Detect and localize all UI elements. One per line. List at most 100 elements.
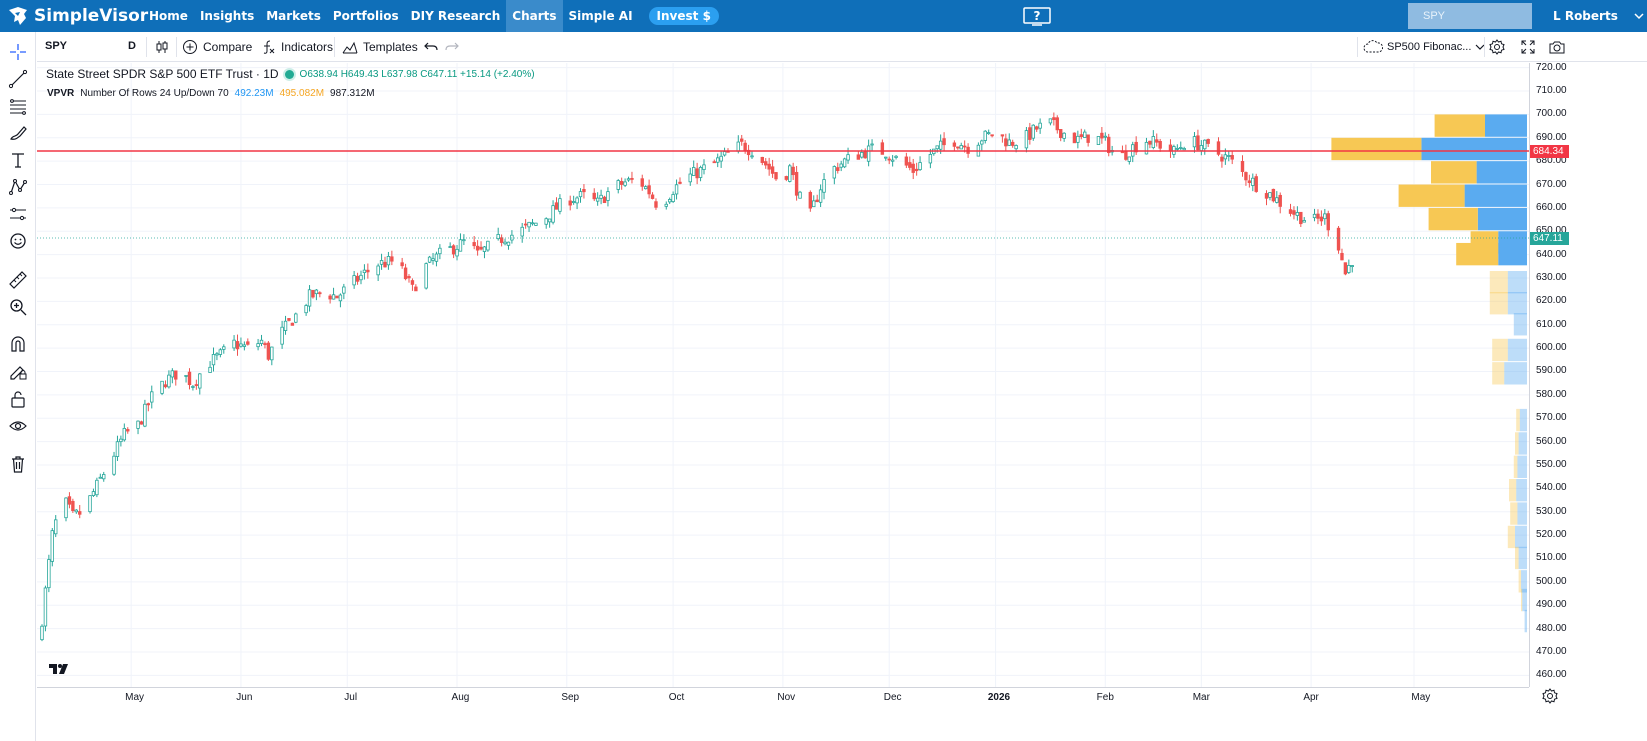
candle-up — [986, 132, 991, 135]
price-tick-label: 600.00 — [1536, 342, 1567, 354]
candle-up — [215, 353, 219, 356]
candle-down — [582, 189, 586, 193]
candle-down — [774, 172, 778, 180]
candle-down — [1254, 176, 1258, 192]
indicators-button[interactable]: Indicators — [260, 32, 333, 62]
volume-profile-down-bar — [1456, 242, 1499, 266]
candle-down — [366, 269, 370, 273]
pattern-icon[interactable] — [6, 175, 30, 199]
eye-icon[interactable] — [6, 414, 30, 438]
candle-up — [91, 491, 96, 496]
candle-up — [208, 366, 212, 373]
candle-up — [788, 165, 792, 182]
help-video-icon[interactable]: ? — [1022, 6, 1052, 26]
camera-icon — [1549, 41, 1565, 54]
candle-up — [643, 186, 648, 190]
chart-pane[interactable] — [37, 63, 1529, 687]
redo-button[interactable] — [444, 32, 460, 62]
volume-profile-down-bar — [1515, 432, 1519, 455]
candle-down — [523, 223, 528, 226]
zoom-in-icon[interactable] — [6, 295, 30, 319]
nav-link-markets[interactable]: Markets — [266, 9, 321, 23]
candle-up — [1295, 212, 1300, 216]
magnet-icon[interactable] — [6, 332, 30, 356]
lock-drawing-icon[interactable] — [6, 359, 30, 383]
symbol-search[interactable]: SPY — [45, 40, 68, 52]
candle-down — [472, 242, 476, 247]
text-icon[interactable] — [6, 148, 30, 172]
candle-down — [554, 202, 559, 210]
nav-link-portfolios[interactable]: Portfolios — [332, 9, 399, 23]
time-scale[interactable]: May Jun Jul Aug Sep Oct Nov Dec 2026 Feb Mar Apr May — [37, 687, 1529, 707]
crosshair-icon[interactable] — [6, 40, 30, 64]
candle-up — [1144, 141, 1149, 155]
brand[interactable]: SimpleVisor — [6, 4, 148, 28]
candle-down — [146, 403, 151, 406]
trash-icon[interactable] — [6, 452, 30, 476]
candle-down — [263, 343, 267, 346]
trend-line-icon[interactable] — [6, 67, 30, 91]
forecast-icon[interactable] — [6, 202, 30, 226]
nav-link-diy-research[interactable]: DIY Research — [410, 9, 501, 23]
vpvr-down-volume: 495.082M — [279, 88, 325, 99]
interval-select[interactable]: D — [128, 40, 136, 52]
compare-button[interactable]: Compare — [182, 32, 252, 62]
candle-down — [1072, 132, 1077, 144]
templates-button[interactable]: Templates — [342, 32, 418, 62]
chart-settings-button[interactable] — [1489, 32, 1505, 62]
candle-down — [410, 280, 415, 285]
price-scale[interactable]: 720.00 710.00 700.00 690.00 680.00 670.00 660.… — [1529, 62, 1647, 687]
candle-down — [1107, 136, 1111, 154]
volume-profile-down-bar — [1398, 184, 1465, 207]
user-menu[interactable]: L Roberts — [1553, 9, 1618, 23]
candle-up — [102, 474, 106, 480]
snapshot-button[interactable] — [1549, 32, 1565, 62]
candle-down — [1319, 216, 1324, 222]
candle-down — [602, 196, 607, 204]
candle-down — [1079, 134, 1083, 137]
nav-link-charts[interactable]: Charts — [506, 0, 563, 32]
candle-down — [962, 145, 967, 148]
templates-icon — [342, 41, 358, 54]
invest-button[interactable]: Invest $ — [648, 7, 719, 25]
candle-up — [1199, 145, 1204, 152]
volume-profile-up-bar — [1504, 362, 1527, 385]
price-chart[interactable] — [37, 63, 1529, 687]
brush-icon[interactable] — [6, 121, 30, 145]
candle-up — [928, 154, 933, 164]
candle-up — [1175, 147, 1180, 150]
fib-retracement-icon[interactable] — [6, 94, 30, 118]
ruler-icon[interactable] — [6, 268, 30, 292]
lock-icon[interactable] — [6, 387, 30, 411]
candle-up — [1227, 155, 1231, 157]
emoji-icon[interactable] — [6, 229, 30, 253]
gear-icon[interactable] — [1542, 688, 1558, 704]
chevron-down-icon[interactable] — [1634, 12, 1644, 20]
undo-button[interactable] — [423, 32, 439, 62]
nav-link-simple-ai[interactable]: Simple AI — [568, 9, 633, 23]
nav-search-input[interactable]: SPY — [1408, 3, 1532, 29]
candle-up — [98, 476, 103, 479]
candle-up — [270, 346, 274, 361]
candle-up — [722, 151, 727, 156]
nav-link-insights[interactable]: Insights — [199, 9, 255, 23]
candle-up — [434, 253, 439, 262]
candle-up — [458, 239, 463, 252]
candle-up — [1347, 265, 1351, 273]
candle-up — [1038, 122, 1042, 129]
candle-down — [1244, 172, 1248, 181]
fullscreen-button[interactable] — [1520, 32, 1536, 62]
tradingview-logo-icon[interactable] — [47, 661, 71, 677]
horizontal-line-price-tag: 684.34 — [1530, 145, 1569, 158]
candle-down — [71, 500, 75, 512]
brand-logo-icon — [9, 7, 27, 25]
layout-select[interactable]: SP500 Fibonac... — [1363, 38, 1485, 56]
chart-type-button[interactable] — [154, 32, 170, 62]
toolbar-divider — [1357, 37, 1358, 57]
ohlc-values: O638.94 H649.43 L637.98 C647.11 +15.14 (… — [299, 68, 535, 80]
vpvr-name[interactable]: VPVR — [47, 88, 75, 99]
volume-profile-down-bar — [1521, 588, 1523, 612]
nav-link-home[interactable]: Home — [149, 9, 188, 23]
candle-up — [736, 141, 740, 152]
candle-up — [43, 587, 48, 627]
